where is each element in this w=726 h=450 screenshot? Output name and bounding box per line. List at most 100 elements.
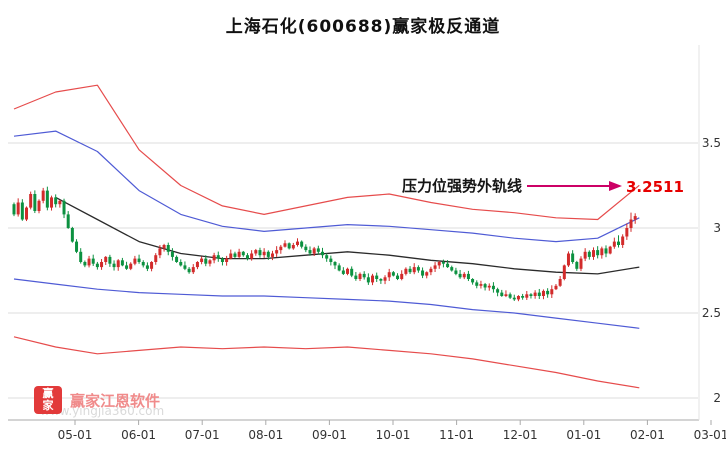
candle-body [625,228,629,237]
candle [387,268,391,281]
candle [25,206,29,222]
candle [204,255,208,267]
candle [291,242,295,250]
candle-body [491,285,495,290]
candle [583,248,587,262]
candle-body [412,267,416,273]
candle-body [191,267,195,273]
watermark-logo-icon: 赢 家 [34,386,62,414]
candle-body [600,248,604,256]
candle-body [329,258,333,262]
candle [458,269,462,279]
candle [108,254,112,267]
candle [546,288,550,298]
candle-body [483,284,487,288]
candle [575,260,579,271]
candle-body [391,272,395,276]
pressure-arrowhead-icon [609,181,622,191]
candle [250,250,254,261]
candle-body [596,250,600,256]
candle [462,272,466,280]
candle-body [541,290,545,296]
candle [541,289,545,300]
candle-body [33,194,37,211]
candle-body [487,285,491,288]
candle [262,248,266,258]
candle [295,238,299,247]
pressure-label: 压力位强势外轨线 [402,177,522,195]
candle-body [100,262,104,268]
candle-body [179,262,183,266]
candle-body [537,292,541,296]
candle [154,253,158,265]
candle-body [387,272,391,278]
candle-body [12,204,16,215]
candles [12,186,637,302]
candle [525,290,529,300]
candle [512,294,516,301]
candle-body [220,258,224,262]
candle [158,245,162,259]
candle-body [212,255,216,261]
candle [233,251,237,258]
candle-body [408,268,412,273]
x-tick-label: 05-01 [58,428,93,442]
candle-body [145,265,149,269]
candle-body [504,294,508,296]
candle-body [316,248,320,252]
candle-body [566,253,570,266]
candle [220,257,224,266]
watermark-brand: 赢家江恩软件 [70,391,161,410]
x-tick-label: 11-01 [439,428,474,442]
candle-body [75,241,79,252]
candle [287,242,291,250]
candle [300,240,304,249]
lower-outer-line [13,336,640,389]
candle [571,250,575,264]
candle [129,262,133,271]
candle [450,265,454,272]
upper-inner-line [13,130,640,243]
candle [566,251,570,267]
candle [125,261,129,270]
candle [600,246,604,259]
candle-body [262,251,266,256]
y-tick-label: 2 [713,391,721,405]
candle-body [200,258,204,262]
candle [329,255,333,266]
candle [200,256,204,265]
candle-body [158,248,162,256]
candle-body [237,251,241,257]
candle [562,264,566,281]
candle [504,290,508,298]
lower-inner-line [13,278,640,329]
candle [66,211,70,229]
candle [408,266,412,274]
candle [175,255,179,263]
candle-body [95,263,99,268]
candle [325,253,329,262]
candle-body [37,200,41,211]
candle [587,250,591,260]
candle-body [233,253,237,257]
candle [133,255,137,266]
candle [104,256,108,265]
page-title: 上海石化(600688)赢家极反通道 [225,17,501,37]
candle-body [571,253,575,262]
candle [516,295,520,302]
candle [87,255,91,268]
x-tick-label: 12-01 [503,428,538,442]
candle [120,257,124,267]
candle-body [54,197,58,205]
candle-body [612,241,616,247]
candle-body [312,248,316,254]
candle-body [125,265,129,269]
candle-body [79,251,83,262]
candle-body [70,228,74,242]
candle [187,267,191,274]
candle-body [550,289,554,295]
candle [258,247,262,258]
candle-body [133,258,137,264]
